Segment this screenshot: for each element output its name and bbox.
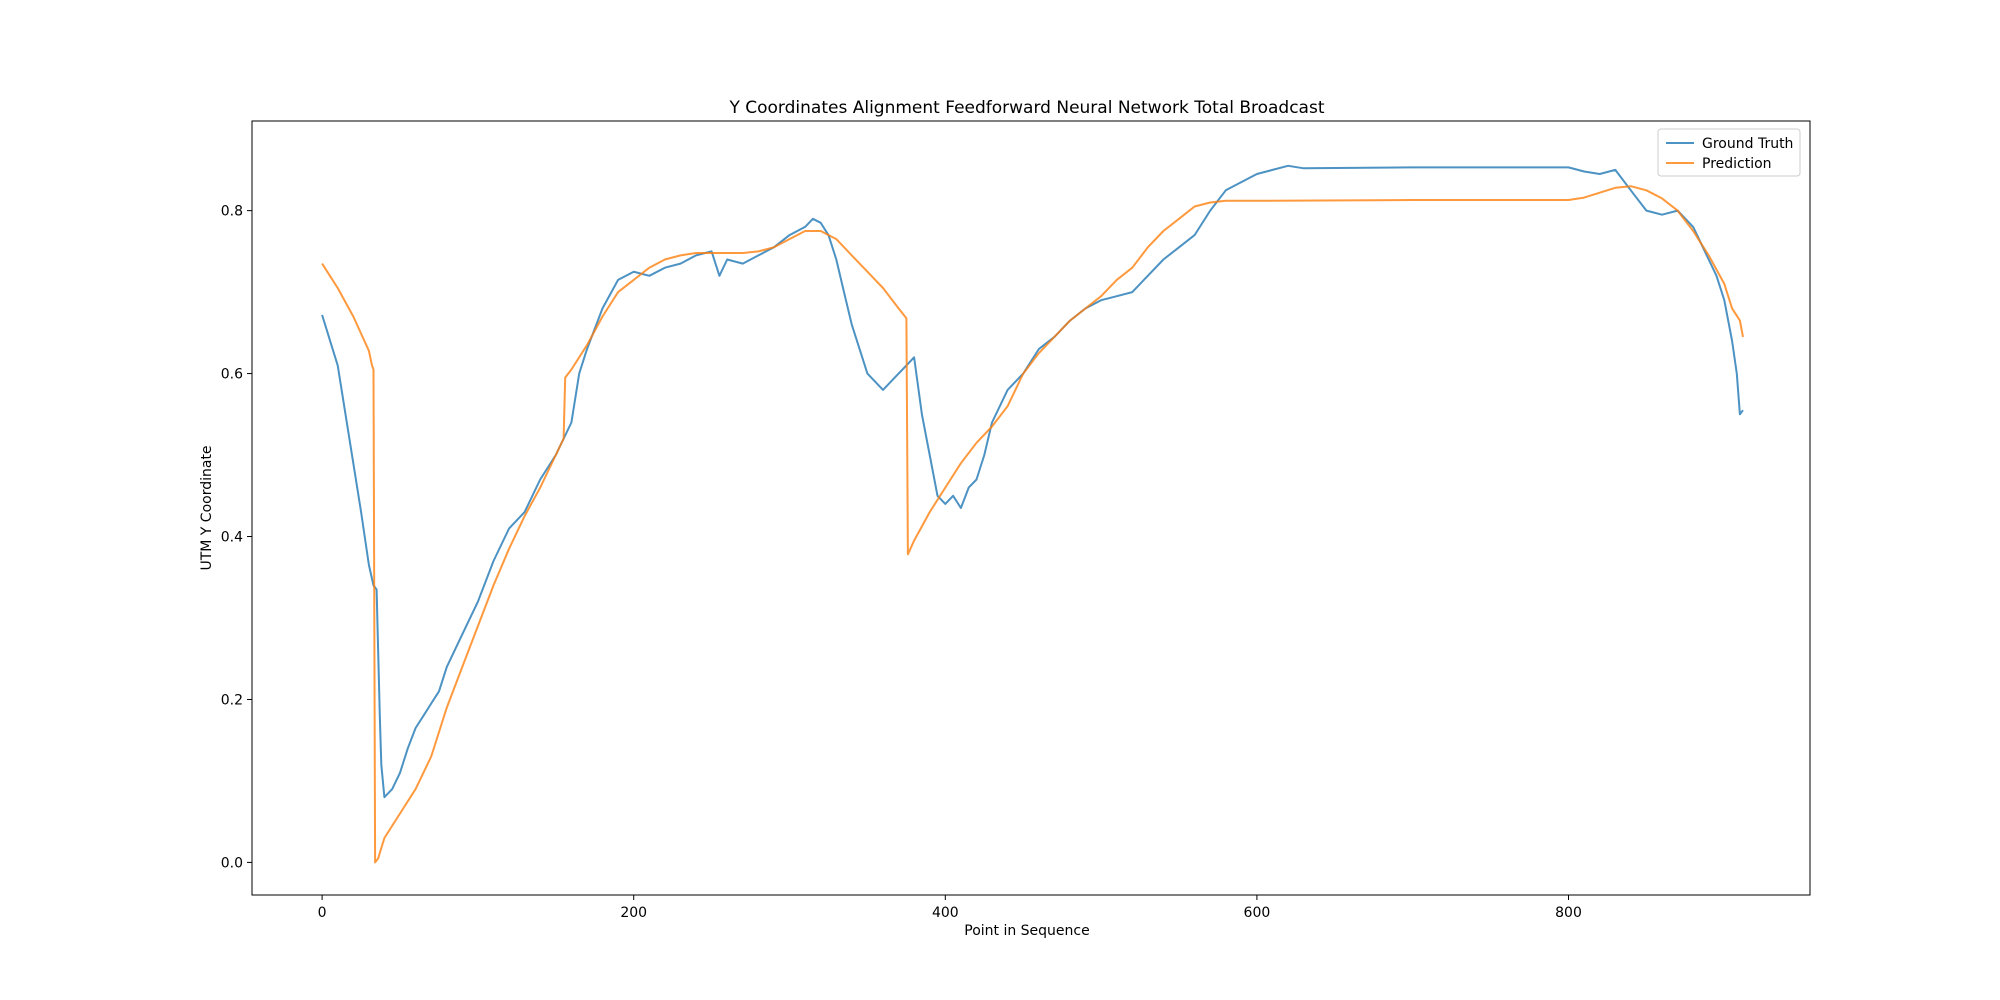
x-tick-label: 800 <box>1555 905 1582 921</box>
x-axis: 0 200 400 600 800 <box>318 895 1582 921</box>
y-tick-label: 0.4 <box>221 530 243 546</box>
x-tick-label: 600 <box>1244 905 1271 921</box>
y-tick-label: 0.6 <box>221 367 243 383</box>
plot-lines <box>321 164 1744 864</box>
legend-label-2: Prediction <box>1702 156 1772 172</box>
plot-frame <box>251 120 1811 896</box>
y-tick-label: 0.0 <box>221 855 243 871</box>
y-axis: 0.0 0.2 0.4 0.6 0.8 <box>221 204 252 871</box>
series-line-2 <box>321 185 1744 864</box>
x-tick-label: 0 <box>318 905 327 921</box>
legend-label-1: Ground Truth <box>1702 136 1793 152</box>
series-line-1 <box>321 164 1744 799</box>
legend-box <box>1657 128 1801 177</box>
y-tick-label: 0.2 <box>221 692 243 708</box>
x-tick-label: 400 <box>932 905 959 921</box>
y-tick-label: 0.8 <box>221 204 243 220</box>
y-axis-label: UTM Y Coordinate <box>199 445 215 570</box>
chart-title: Y Coordinates Alignment Feedforward Neur… <box>728 98 1324 118</box>
legend: Ground Truth Prediction <box>1657 128 1801 177</box>
x-tick-label: 200 <box>620 905 647 921</box>
x-axis-label: Point in Sequence <box>964 923 1089 939</box>
